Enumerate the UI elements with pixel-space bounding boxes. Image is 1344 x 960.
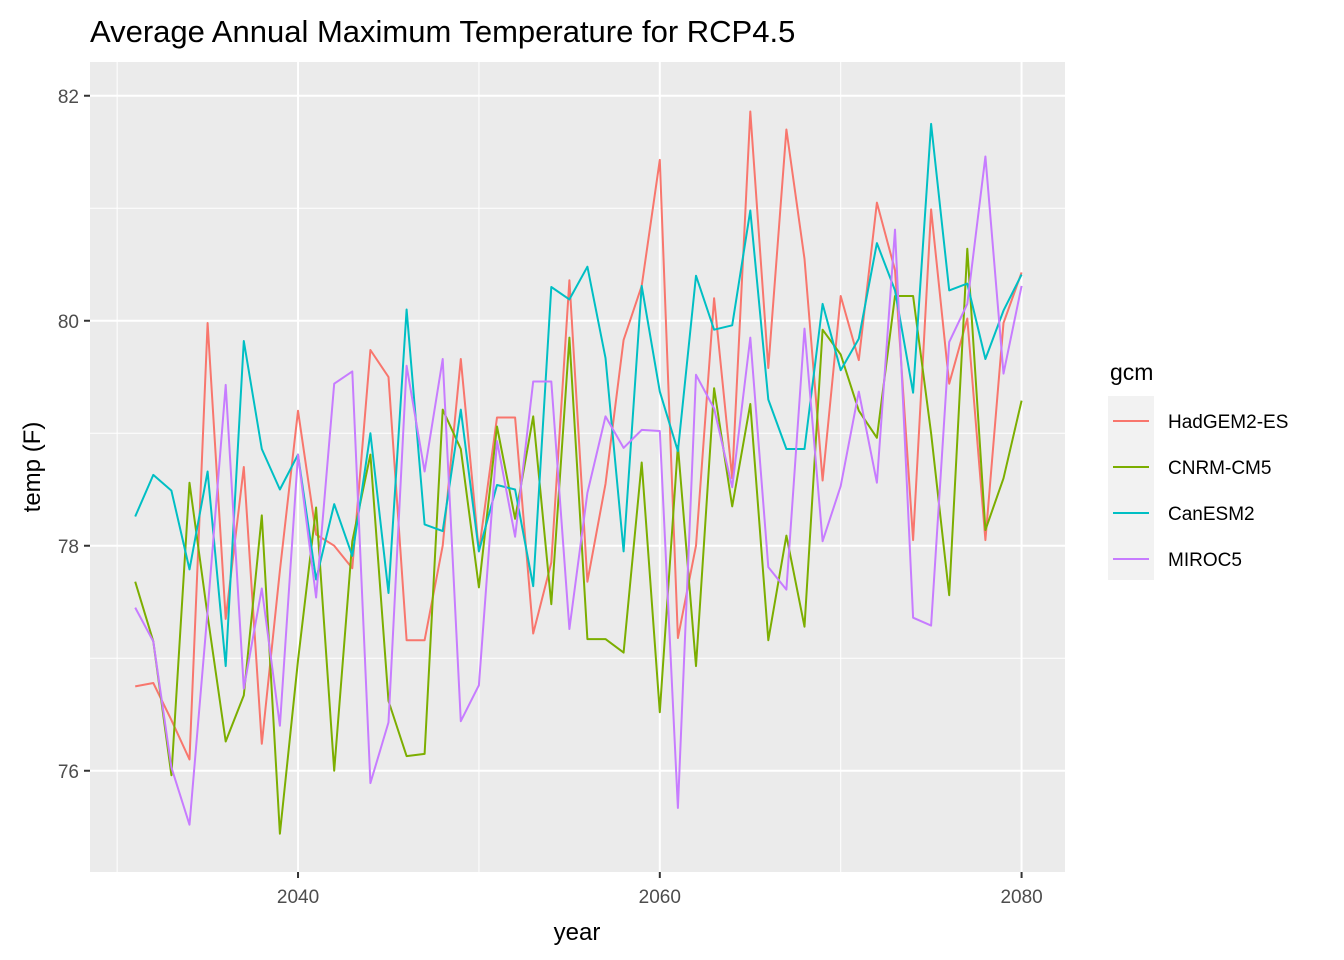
y-tick-label: 80 (58, 312, 79, 333)
legend-label-hadgem2-es: HadGEM2-ES (1168, 412, 1288, 433)
series-line-cnrm-cm5 (134, 247, 1023, 835)
y-tick-label: 82 (58, 87, 79, 108)
legend: gcm HadGEM2-ES CNRM-CM5 CanESM2 MIROC5 (1108, 359, 1288, 580)
legend-label-canesm2: CanESM2 (1168, 504, 1255, 525)
series-line-hadgem2-es (135, 110, 1023, 761)
x-axis: 2040 2060 2080 (277, 872, 1043, 908)
legend-label-cnrm-cm5: CNRM-CM5 (1168, 458, 1271, 479)
y-tick-label: 78 (58, 537, 79, 558)
y-tick-label: 76 (58, 762, 79, 783)
y-axis-title: temp (F) (19, 422, 46, 513)
series-line-canesm2 (134, 122, 1023, 668)
x-axis-title: year (554, 919, 601, 946)
series-lines (134, 110, 1023, 835)
minor-gridlines (90, 62, 1065, 872)
x-tick-label: 2080 (1000, 887, 1042, 908)
legend-key-background (1108, 396, 1154, 580)
chart-title: Average Annual Maximum Temperature for R… (90, 14, 795, 49)
series-line-miroc5 (134, 155, 1023, 826)
legend-title: gcm (1110, 359, 1153, 385)
y-axis: 76 78 80 82 (58, 87, 90, 783)
legend-label-miroc5: MIROC5 (1168, 550, 1242, 571)
x-tick-label: 2060 (639, 887, 681, 908)
major-gridlines (90, 62, 1065, 872)
x-tick-label: 2040 (277, 887, 319, 908)
